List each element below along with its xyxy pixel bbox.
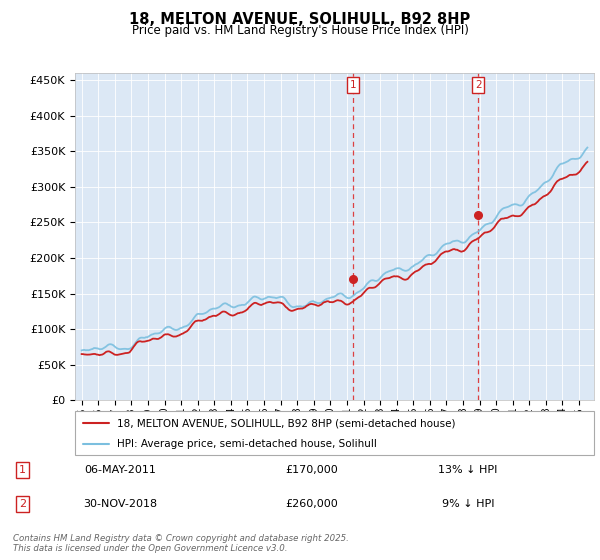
Text: 13% ↓ HPI: 13% ↓ HPI [439,465,497,475]
Text: 18, MELTON AVENUE, SOLIHULL, B92 8HP (semi-detached house): 18, MELTON AVENUE, SOLIHULL, B92 8HP (se… [116,418,455,428]
Text: 06-MAY-2011: 06-MAY-2011 [84,465,156,475]
Text: 2: 2 [19,499,26,508]
Text: 30-NOV-2018: 30-NOV-2018 [83,499,157,508]
FancyBboxPatch shape [75,411,594,455]
Text: HPI: Average price, semi-detached house, Solihull: HPI: Average price, semi-detached house,… [116,439,376,449]
Text: 18, MELTON AVENUE, SOLIHULL, B92 8HP: 18, MELTON AVENUE, SOLIHULL, B92 8HP [130,12,470,27]
Text: 9% ↓ HPI: 9% ↓ HPI [442,499,494,508]
Text: £260,000: £260,000 [286,499,338,508]
Text: 1: 1 [349,80,356,90]
Text: Contains HM Land Registry data © Crown copyright and database right 2025.
This d: Contains HM Land Registry data © Crown c… [13,534,349,553]
Text: £170,000: £170,000 [286,465,338,475]
Text: 2: 2 [475,80,482,90]
Text: 1: 1 [19,465,26,475]
Text: Price paid vs. HM Land Registry's House Price Index (HPI): Price paid vs. HM Land Registry's House … [131,24,469,37]
